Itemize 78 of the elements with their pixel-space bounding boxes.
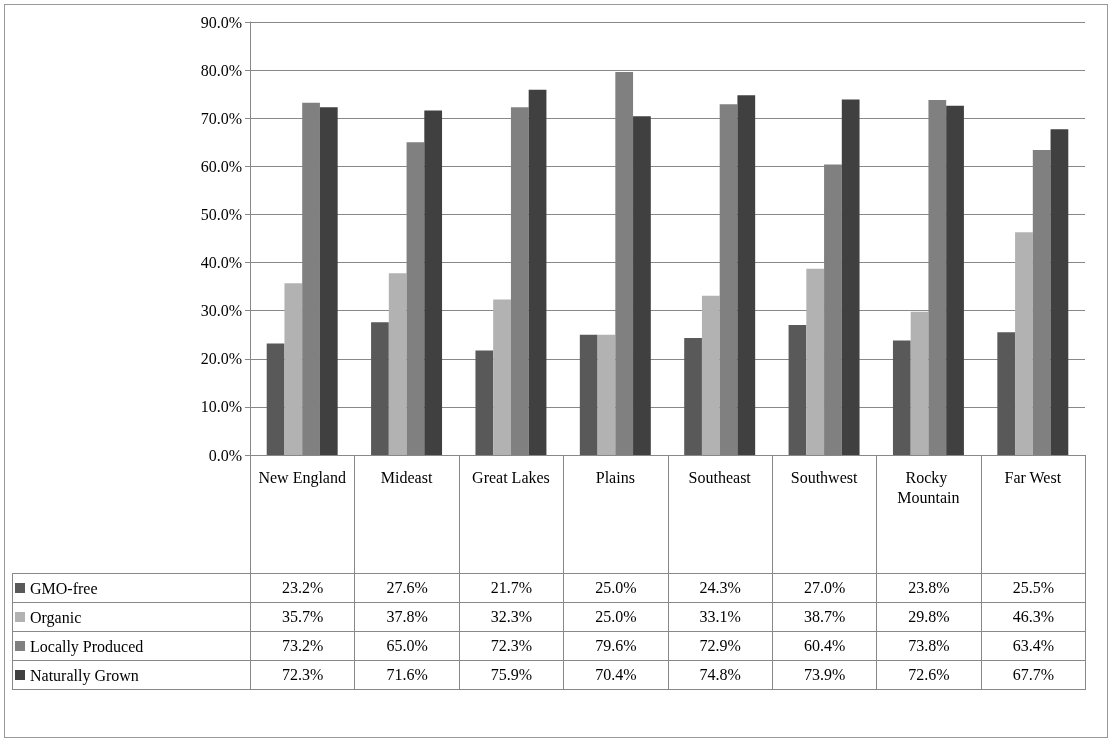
bar — [284, 283, 303, 455]
data-label: 29.8% — [876, 602, 982, 632]
data-label: 60.4% — [772, 631, 877, 661]
bar — [737, 95, 756, 455]
y-tick-label: 0.0% — [208, 446, 242, 464]
data-label: 71.6% — [354, 660, 460, 690]
legend-label: Organic — [30, 608, 82, 627]
y-tick-label: 40.0% — [200, 254, 242, 272]
bar — [371, 322, 389, 455]
data-label: 25.5% — [981, 573, 1086, 603]
data-label: 67.7% — [981, 660, 1086, 690]
bar — [892, 340, 911, 455]
bar — [424, 110, 443, 455]
data-label: 73.9% — [772, 660, 877, 690]
bar — [475, 350, 494, 455]
data-label: 27.6% — [354, 573, 460, 603]
legend-label: Naturally Grown — [30, 666, 139, 685]
data-label: 38.7% — [772, 602, 877, 632]
bar — [946, 105, 964, 455]
data-label: 25.0% — [563, 573, 668, 603]
legend-label: GMO-free — [30, 579, 98, 597]
data-label: 72.9% — [668, 631, 773, 661]
bar — [388, 273, 407, 455]
y-tick-label: 60.0% — [200, 157, 242, 175]
x-tick-label: Far West — [1004, 468, 1062, 486]
bar — [1050, 129, 1069, 455]
data-label: 73.2% — [250, 631, 355, 661]
data-label: 65.0% — [354, 631, 460, 661]
data-label: 72.3% — [459, 631, 564, 661]
y-tick-label: 10.0% — [200, 398, 242, 416]
data-label: 75.9% — [459, 660, 564, 690]
data-label: 74.8% — [668, 660, 773, 690]
data-label: 25.0% — [563, 602, 668, 632]
bar — [1015, 232, 1033, 455]
bar — [806, 268, 825, 455]
data-label: 63.4% — [981, 631, 1086, 661]
y-tick-label: 90.0% — [200, 13, 242, 31]
bar — [701, 295, 720, 455]
y-tick-label: 50.0% — [200, 205, 242, 223]
y-tick-label: 20.0% — [200, 350, 242, 368]
data-label: 73.8% — [876, 631, 982, 661]
x-tick-label: Rocky Mountain — [897, 468, 960, 506]
data-label: 23.2% — [250, 573, 355, 603]
data-label: 79.6% — [563, 631, 668, 661]
data-label: 72.6% — [876, 660, 982, 690]
y-tick-label: 80.0% — [200, 61, 242, 79]
data-label: 27.0% — [772, 573, 877, 603]
x-tick-label: Great Lakes — [472, 468, 550, 486]
bar — [997, 332, 1016, 455]
bar — [684, 338, 702, 455]
bar — [841, 99, 860, 455]
x-tick-label: Southwest — [790, 468, 858, 486]
bar — [579, 334, 598, 455]
bar — [910, 311, 929, 455]
bar — [633, 116, 651, 455]
data-label: 32.3% — [459, 602, 564, 632]
data-label: 23.8% — [876, 573, 982, 603]
y-tick-label: 30.0% — [200, 302, 242, 320]
bar — [528, 89, 547, 455]
bar — [788, 325, 807, 455]
bar — [319, 107, 338, 455]
bar — [493, 299, 511, 455]
x-tick-label: Plains — [595, 468, 635, 486]
data-label: 21.7% — [459, 573, 564, 603]
y-tick-label: 70.0% — [200, 109, 242, 127]
bar — [597, 334, 616, 455]
data-label: 37.8% — [354, 602, 460, 632]
bar — [266, 343, 285, 455]
data-label: 35.7% — [250, 602, 355, 632]
legend-label: Locally Produced — [30, 637, 144, 656]
x-tick-label: Southeast — [688, 468, 752, 486]
data-label: 46.3% — [981, 602, 1086, 632]
data-label: 33.1% — [668, 602, 773, 632]
x-tick-label: New England — [258, 468, 346, 487]
data-label: 24.3% — [668, 573, 773, 603]
data-label: 70.4% — [563, 660, 668, 690]
x-tick-label: Mideast — [380, 468, 433, 486]
data-label: 72.3% — [250, 660, 355, 690]
